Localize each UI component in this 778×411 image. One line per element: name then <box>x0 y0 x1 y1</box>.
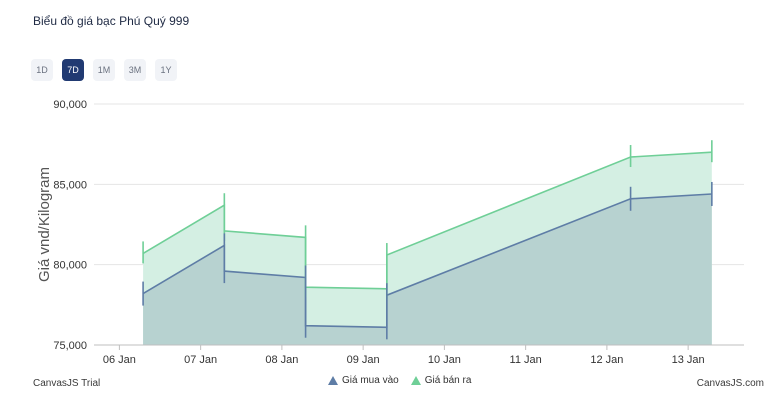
x-tick-label: 06 Jan <box>103 354 136 366</box>
y-axis-title: Giá vnd/Kilogram <box>36 167 53 282</box>
legend-label-sell: Giá bán ra <box>424 375 472 386</box>
legend-label-buy: Giá mua vào <box>342 375 399 386</box>
x-tick-label: 09 Jan <box>347 354 380 366</box>
credit-text: CanvasJS Trial <box>33 378 101 389</box>
range-selector: 1D 7D 1M 3M 1Y <box>31 59 177 81</box>
x-tick-label: 13 Jan <box>672 354 705 366</box>
x-tick-label: 11 Jan <box>510 354 542 366</box>
triangle-icon <box>328 376 338 385</box>
range-button-1y[interactable]: 1Y <box>155 59 177 81</box>
legend-item-sell[interactable]: Giá bán ra <box>410 375 472 386</box>
y-tick-label: 75,000 <box>53 340 87 352</box>
triangle-icon <box>410 376 421 385</box>
credit-link[interactable]: CanvasJS.com <box>696 378 764 389</box>
range-button-1d[interactable]: 1D <box>31 59 53 81</box>
buy-area <box>143 194 712 345</box>
y-tick-label: 80,000 <box>53 260 87 272</box>
range-button-1m[interactable]: 1M <box>93 59 115 81</box>
x-tick-label: 10 Jan <box>428 354 461 366</box>
x-tick-label: 12 Jan <box>590 354 623 366</box>
range-button-3m[interactable]: 3M <box>124 59 146 81</box>
y-tick-label: 90,000 <box>53 99 87 111</box>
chart-title: Biểu đồ giá bạc Phú Quý 999 <box>33 14 190 28</box>
x-tick-label: 08 Jan <box>265 354 298 366</box>
range-button-7d[interactable]: 7D <box>62 59 84 81</box>
legend-item-buy[interactable]: Giá mua vào <box>328 375 399 386</box>
x-tick-label: 07 Jan <box>184 354 217 366</box>
y-tick-label: 85,000 <box>53 179 87 191</box>
legend: Giá mua vào Giá bán ra <box>328 375 471 386</box>
